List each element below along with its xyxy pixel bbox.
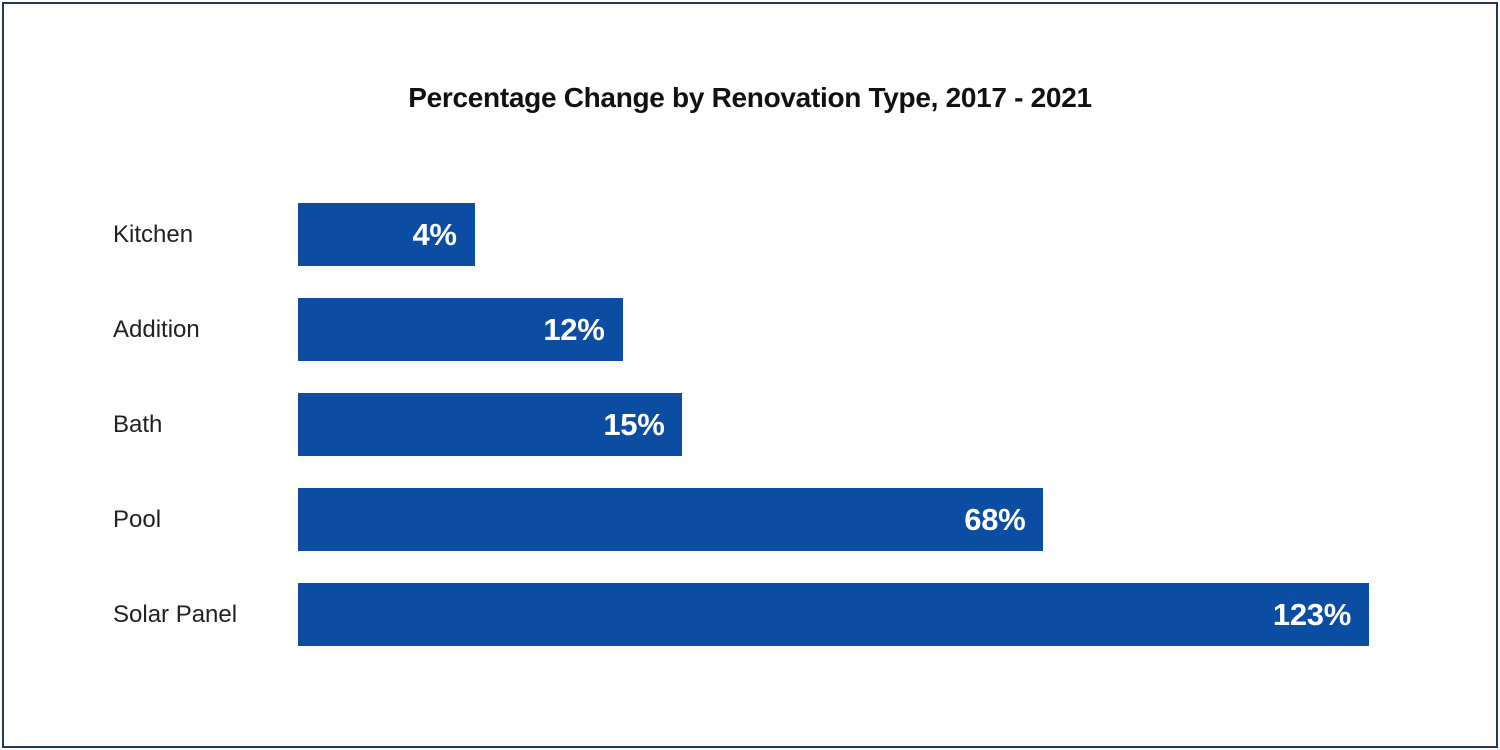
bar-track: 123% — [298, 583, 1369, 646]
category-label: Pool — [113, 505, 162, 533]
chart-title: Percentage Change by Renovation Type, 20… — [408, 82, 1092, 113]
chart-row: Bath 15% — [4, 393, 1496, 456]
bar: 4% — [298, 203, 475, 266]
value-label: 68% — [964, 501, 1026, 537]
value-label: 123% — [1272, 596, 1351, 632]
bar-track: 12% — [298, 298, 1369, 361]
bar: 12% — [298, 298, 623, 361]
bar: 123% — [298, 583, 1369, 646]
bar-track: 68% — [298, 488, 1369, 551]
value-label: 4% — [412, 216, 457, 252]
value-label: 12% — [543, 311, 605, 347]
chart-row: Kitchen 4% — [4, 203, 1496, 266]
category-label: Addition — [113, 315, 200, 343]
chart-row: Addition 12% — [4, 298, 1496, 361]
category-label: Solar Panel — [113, 600, 238, 628]
bar: 68% — [298, 488, 1044, 551]
chart-row: Solar Panel 123% — [4, 583, 1496, 646]
category-label: Bath — [113, 410, 163, 438]
bar: 15% — [298, 393, 683, 456]
category-label: Kitchen — [113, 220, 194, 248]
chart-row: Pool 68% — [4, 488, 1496, 551]
value-label: 15% — [603, 406, 665, 442]
bar-track: 15% — [298, 393, 1369, 456]
bar-chart: Kitchen 4% Addition 12% Bath 15% Pool 68… — [4, 203, 1496, 678]
bar-track: 4% — [298, 203, 1369, 266]
